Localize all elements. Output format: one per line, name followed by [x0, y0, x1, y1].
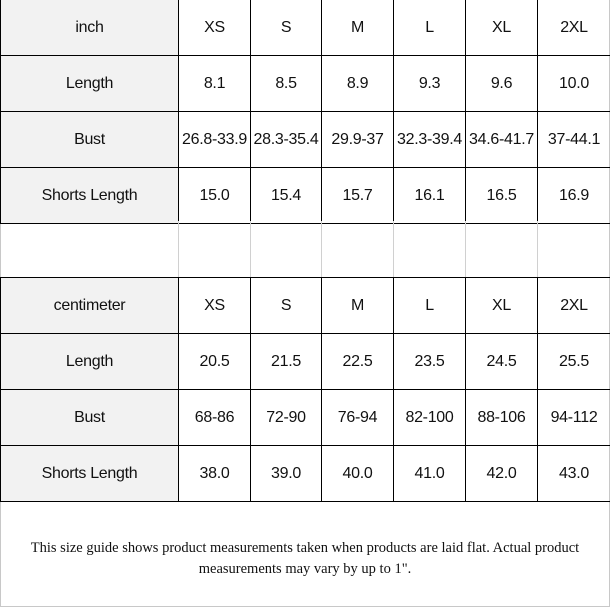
- size-cell: 22.5: [321, 333, 394, 390]
- size-cell: XS: [178, 277, 251, 334]
- size-cell: M: [321, 0, 394, 56]
- size-cell: 88-106: [465, 389, 538, 446]
- size-cell: 42.0: [465, 445, 538, 502]
- size-cell: 8.9: [321, 55, 394, 112]
- size-cell: 15.0: [178, 167, 251, 224]
- size-cell: S: [250, 277, 322, 334]
- row-label: Bust: [0, 389, 179, 446]
- size-cell: 38.0: [178, 445, 251, 502]
- size-cell: 43.0: [537, 445, 610, 502]
- size-cell: 10.0: [537, 55, 610, 112]
- table-row: Shorts Length 38.0 39.0 40.0 41.0 42.0 43.0: [0, 445, 610, 502]
- size-guide-note: This size guide shows product measuremen…: [30, 540, 580, 577]
- size-cell: 26.8-33.9: [178, 111, 251, 168]
- table-row: Length 20.5 21.5 22.5 23.5 24.5 25.5: [0, 333, 610, 390]
- size-cell: 29.9-37: [321, 111, 394, 168]
- table-row: Bust 68-86 72-90 76-94 82-100 88-106 94-112: [0, 389, 610, 446]
- cm-size-table: centimeter XS S M L XL 2XL Length 20.5 21.5 22.5 23…: [0, 277, 610, 502]
- row-label: inch: [0, 0, 179, 56]
- size-cell: 32.3-39.4: [393, 111, 466, 168]
- row-label: Shorts Length: [0, 167, 179, 224]
- table-spacer: [0, 221, 610, 277]
- size-cell: 9.3: [393, 55, 466, 112]
- size-cell: 20.5: [178, 333, 251, 390]
- row-label: Bust: [0, 111, 179, 168]
- size-cell: 41.0: [393, 445, 466, 502]
- size-cell: 25.5: [537, 333, 610, 390]
- size-cell: 9.6: [465, 55, 538, 112]
- size-cell: 72-90: [250, 389, 322, 446]
- size-cell: 37-44.1: [537, 111, 610, 168]
- size-cell: 16.9: [537, 167, 610, 224]
- size-cell: 39.0: [250, 445, 322, 502]
- size-cell: 68-86: [178, 389, 251, 446]
- size-cell: L: [393, 277, 466, 334]
- size-cell: 34.6-41.7: [465, 111, 538, 168]
- size-cell: 15.4: [250, 167, 322, 224]
- row-label: centimeter: [0, 277, 179, 334]
- size-cell: 8.5: [250, 55, 322, 112]
- size-cell: 16.1: [393, 167, 466, 224]
- table-row: Length 8.1 8.5 8.9 9.3 9.6 10.0: [0, 55, 610, 112]
- size-cell: 94-112: [537, 389, 610, 446]
- header-row: inch XS S M L XL 2XL: [0, 0, 610, 56]
- size-cell: L: [393, 0, 466, 56]
- size-cell: S: [250, 0, 322, 56]
- size-cell: 2XL: [537, 0, 610, 56]
- size-cell: 2XL: [537, 277, 610, 334]
- row-label: Shorts Length: [0, 445, 179, 502]
- table-row: Shorts Length 15.0 15.4 15.7 16.1 16.5 16.9: [0, 167, 610, 224]
- size-cell: XL: [465, 0, 538, 56]
- size-cell: 28.3-35.4: [250, 111, 322, 168]
- size-cell: 8.1: [178, 55, 251, 112]
- size-cell: 15.7: [321, 167, 394, 224]
- size-cell: XL: [465, 277, 538, 334]
- row-label: Length: [0, 333, 179, 390]
- row-label: Length: [0, 55, 179, 112]
- header-row: centimeter XS S M L XL 2XL: [0, 277, 610, 334]
- table-row: Bust 26.8-33.9 28.3-35.4 29.9-37 32.3-39.4 34…: [0, 111, 610, 168]
- size-cell: 24.5: [465, 333, 538, 390]
- size-cell: 16.5: [465, 167, 538, 224]
- size-cell: XS: [178, 0, 251, 56]
- size-cell: M: [321, 277, 394, 334]
- size-cell: 82-100: [393, 389, 466, 446]
- size-cell: 21.5: [250, 333, 322, 390]
- size-cell: 40.0: [321, 445, 394, 502]
- inch-size-table: inch XS S M L XL 2XL Length 8.1 8.5 8.9 9.3 9.6 10.0 B…: [0, 0, 610, 224]
- size-cell: 23.5: [393, 333, 466, 390]
- size-cell: 76-94: [321, 389, 394, 446]
